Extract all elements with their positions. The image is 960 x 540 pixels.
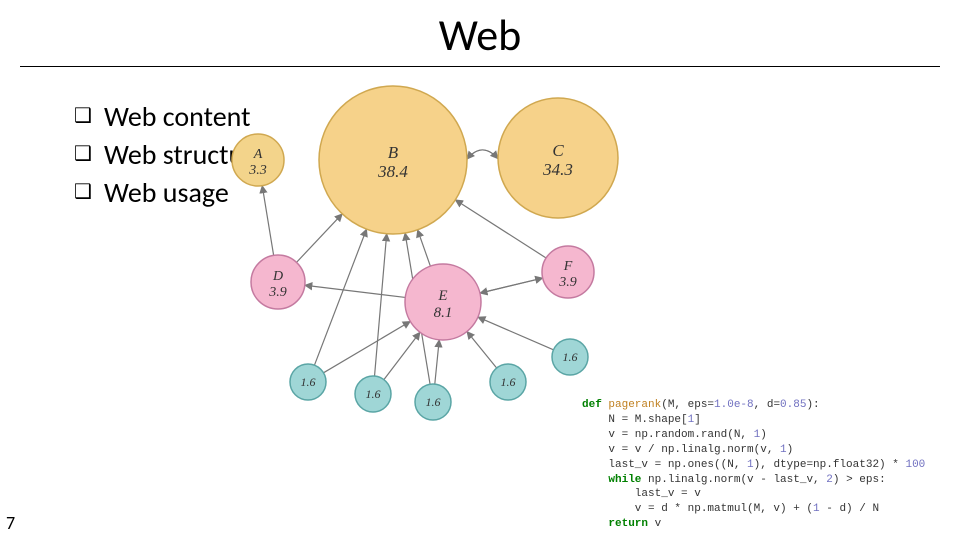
graph-edge [314, 229, 366, 365]
graph-edge [467, 331, 497, 368]
node-value: 8.1 [434, 305, 453, 321]
graph-edge [467, 150, 498, 159]
graph-edge [262, 186, 273, 256]
node-value: 38.4 [377, 162, 408, 181]
node-label: F [563, 259, 573, 274]
node-value: 3.9 [558, 275, 577, 290]
slide-title: Web [0, 8, 960, 62]
node-value: 1.6 [426, 395, 441, 409]
graph-edge [478, 317, 554, 350]
graph-edge [305, 285, 405, 297]
node-value: 1.6 [301, 375, 316, 389]
page-number: 7 [6, 512, 15, 534]
graph-edge [323, 321, 410, 372]
graph-edge [297, 214, 343, 263]
node-value: 34.3 [542, 160, 573, 179]
graph-edge [480, 278, 543, 293]
node-value: 1.6 [501, 375, 516, 389]
node-label: B [388, 143, 399, 162]
title-rule [20, 66, 940, 67]
node-label: D [272, 269, 283, 284]
graph-edge [375, 234, 387, 376]
graph-edge [418, 230, 431, 266]
code-snippet: def pagerank(M, eps=1.0e-8, d=0.85): N =… [582, 398, 952, 532]
node-label: C [552, 141, 564, 160]
node-value: 1.6 [366, 387, 381, 401]
node-value: 3.3 [248, 163, 267, 178]
node-value: 1.6 [563, 350, 578, 364]
graph-edge [384, 332, 420, 379]
graph-svg: A3.3B38.4C34.3D3.9E8.1F3.91.61.61.61.61.… [198, 72, 628, 422]
pagerank-graph: A3.3B38.4C34.3D3.9E8.1F3.91.61.61.61.61.… [198, 72, 628, 422]
node-value: 3.9 [268, 285, 287, 300]
node-label: A [253, 147, 263, 162]
graph-edge [435, 340, 439, 384]
node-label: E [437, 288, 447, 304]
